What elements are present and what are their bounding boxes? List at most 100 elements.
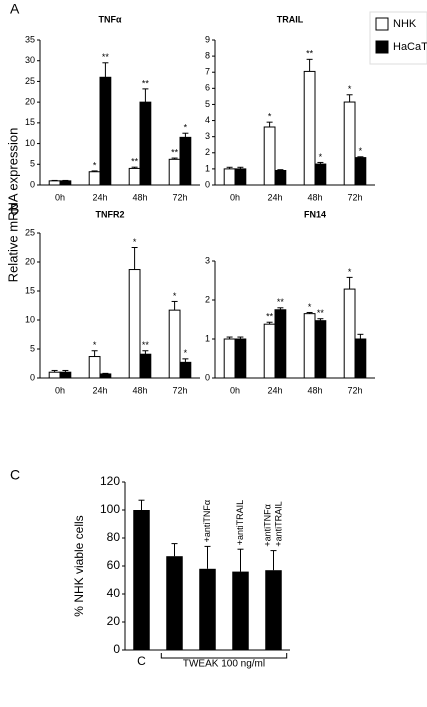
legend-swatch xyxy=(375,40,389,54)
error-bar xyxy=(91,170,98,172)
error-bar xyxy=(142,88,149,103)
bar xyxy=(234,168,247,186)
y-tick-label: 60 xyxy=(107,558,121,572)
error-bar xyxy=(237,166,244,169)
bar xyxy=(99,373,112,379)
y-tick-label: 0 xyxy=(113,642,120,656)
y-tick-label: 20 xyxy=(25,256,35,266)
significance-label: ** xyxy=(306,49,314,59)
x-tick-label: 72h xyxy=(347,192,362,202)
x-tick-label: 48h xyxy=(307,385,322,395)
y-tick-label: 0 xyxy=(205,372,210,382)
y-tick-label: 30 xyxy=(25,55,35,65)
x-tick-label: 24h xyxy=(92,192,107,202)
bar xyxy=(166,556,183,650)
y-tick-label: 120 xyxy=(100,474,120,488)
bar xyxy=(199,568,216,650)
y-tick-label: 0 xyxy=(205,179,210,189)
significance-label: * xyxy=(93,160,97,170)
y-tick-label: 10 xyxy=(25,314,35,324)
x-tick-label: 24h xyxy=(267,192,282,202)
error-bar xyxy=(357,156,364,158)
bar xyxy=(232,571,249,650)
chart-title: FN14 xyxy=(304,209,326,219)
bar-label: +antiTRAIL xyxy=(273,501,283,546)
x-tick-label: 24h xyxy=(92,385,107,395)
significance-label: ** xyxy=(142,78,150,88)
error-bar xyxy=(171,157,178,160)
bar xyxy=(139,353,152,379)
bar xyxy=(303,70,316,186)
y-tick-label: 3 xyxy=(205,255,210,265)
error-bar xyxy=(357,333,364,339)
chart-title: TNFR2 xyxy=(96,209,125,219)
bar xyxy=(139,101,152,186)
y-tick-label: 1 xyxy=(205,333,210,343)
y-tick-label: 15 xyxy=(25,117,35,127)
bar-label: +antiTRAIL xyxy=(235,500,245,545)
y-tick-label: 1 xyxy=(205,163,210,173)
bar xyxy=(99,76,112,186)
bar xyxy=(223,168,236,186)
panel-label: C xyxy=(10,467,20,483)
error-bar xyxy=(51,369,58,373)
bar xyxy=(343,288,356,379)
bar xyxy=(59,180,72,186)
significance-label: * xyxy=(348,84,352,94)
y-tick-label: 0 xyxy=(30,372,35,382)
x-tick-label: 0h xyxy=(230,192,240,202)
bar xyxy=(354,157,367,186)
y-tick-label: 5 xyxy=(30,159,35,169)
significance-label: ** xyxy=(266,312,274,322)
x-tick-label: 0h xyxy=(55,192,65,202)
panel-label: B xyxy=(10,201,19,217)
y-tick-label: 9 xyxy=(205,34,210,44)
y-tick-label: 80 xyxy=(107,530,121,544)
bar xyxy=(48,371,61,379)
y-tick-label: 4 xyxy=(205,115,210,125)
error-bar xyxy=(131,166,138,169)
y-axis-label: % NHK viable cells xyxy=(72,515,86,616)
error-bar xyxy=(226,336,233,339)
y-tick-label: 25 xyxy=(25,76,35,86)
bar xyxy=(133,510,150,650)
y-axis-label: Relative mRNA expression xyxy=(5,128,20,283)
y-tick-label: 15 xyxy=(25,285,35,295)
significance-label: ** xyxy=(102,52,110,62)
significance-label: * xyxy=(184,123,188,133)
y-tick-label: 5 xyxy=(205,99,210,109)
error-bar xyxy=(237,548,244,572)
y-tick-label: 0 xyxy=(30,179,35,189)
error-bar xyxy=(317,318,324,321)
bar xyxy=(88,171,101,186)
significance-label: ** xyxy=(277,297,285,307)
significance-label: ** xyxy=(131,157,139,167)
error-bar xyxy=(204,545,211,569)
significance-label: * xyxy=(268,112,272,122)
bar xyxy=(88,356,101,379)
bar-label: +antiTNFα xyxy=(262,504,272,546)
x-tick-label: 72h xyxy=(172,385,187,395)
bar-label: +antiTNFα xyxy=(202,500,212,542)
bar xyxy=(265,570,282,650)
error-bar xyxy=(226,166,233,169)
error-bar xyxy=(102,372,109,374)
significance-label: * xyxy=(319,152,323,162)
error-bar xyxy=(266,321,273,325)
error-bar xyxy=(138,499,145,510)
error-bar xyxy=(317,161,324,165)
legend-swatch xyxy=(375,17,389,31)
y-tick-label: 6 xyxy=(205,83,210,93)
significance-label: * xyxy=(133,237,137,247)
significance-label: * xyxy=(308,302,312,312)
error-bar xyxy=(346,94,353,103)
y-tick-label: 35 xyxy=(25,34,35,44)
y-tick-label: 2 xyxy=(205,294,210,304)
x-tick-label: 24h xyxy=(267,385,282,395)
error-bar xyxy=(171,300,178,311)
error-bar xyxy=(266,121,273,127)
error-bar xyxy=(102,62,109,78)
bar xyxy=(314,320,327,379)
group-label: TWEAK 100 ng/ml xyxy=(183,659,265,670)
panel-label: A xyxy=(10,1,20,17)
